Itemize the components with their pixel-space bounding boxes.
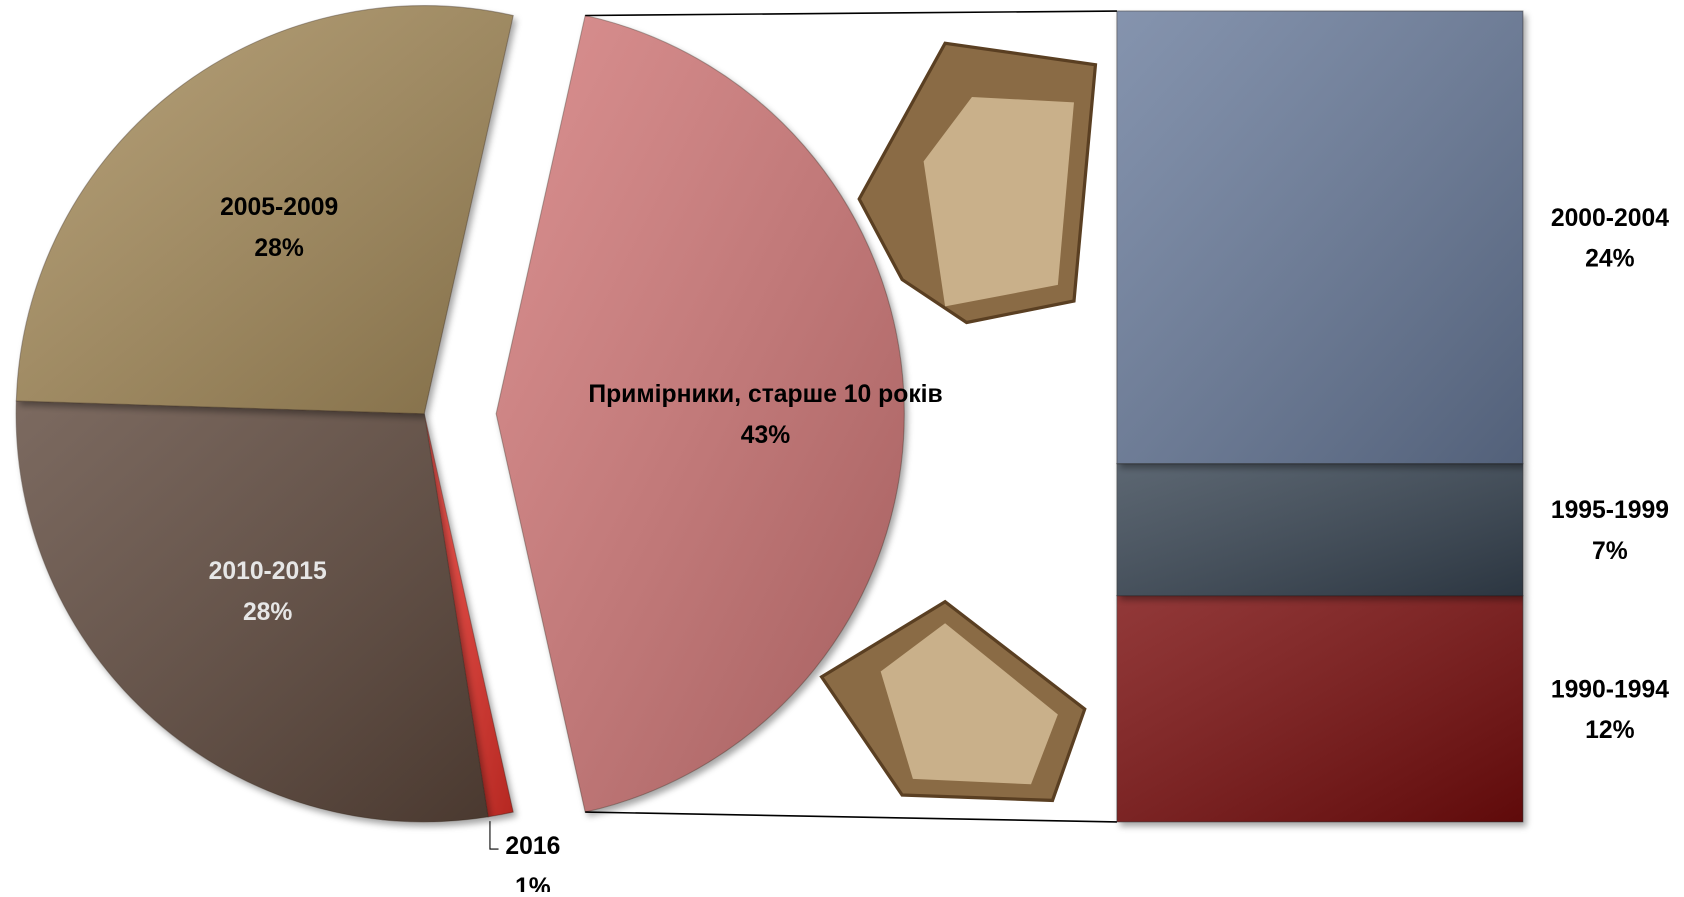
data-label: 2010-2015 28% [85, 527, 450, 656]
data-label: 2000-2004 24% [1536, 184, 1684, 291]
category-label: 2016 [505, 831, 561, 860]
data-label: 2005-2009 28% [97, 162, 462, 291]
data-label: 2010-2015 28% [85, 527, 450, 656]
value-label: 28% [242, 597, 293, 626]
value-label: 28% [254, 233, 304, 262]
value-label: 1% [515, 872, 551, 897]
value-label: 24% [1585, 243, 1635, 272]
category-label: 2005-2009 [220, 192, 339, 221]
data-label: 2016 1% [495, 823, 570, 897]
bar-segment [1116, 463, 1524, 597]
data-label: 1995-1999 7% [1536, 476, 1684, 583]
data-label: 1990-1994 12% [1536, 655, 1684, 762]
value-label: 7% [1592, 536, 1628, 564]
category-label: 1995-1999 [1550, 495, 1669, 524]
category-label: 2010-2015 [208, 556, 327, 585]
value-label: 12% [1585, 715, 1635, 744]
data-label: Примірники, старше 10 років 43% [583, 349, 948, 478]
leader-line [489, 821, 499, 850]
connector-line [585, 811, 1117, 823]
value-label: 43% [740, 420, 791, 449]
connector-line [585, 10, 1117, 17]
data-label: 1995-1999 7% [1536, 476, 1684, 583]
category-label: Примірники, старше 10 років [588, 379, 943, 408]
bar-segment [1116, 10, 1524, 465]
data-label: 2000-2004 24% [1536, 184, 1684, 291]
data-label: 2016 1% [495, 823, 570, 897]
data-label: 2005-2009 28% [97, 162, 462, 291]
bar-segment [1116, 595, 1524, 823]
data-label: 1990-1994 12% [1536, 655, 1684, 762]
category-label: 1990-1994 [1550, 674, 1669, 703]
category-label: 2000-2004 [1550, 202, 1669, 231]
data-label: Примірники, старше 10 років 43% [583, 349, 948, 478]
